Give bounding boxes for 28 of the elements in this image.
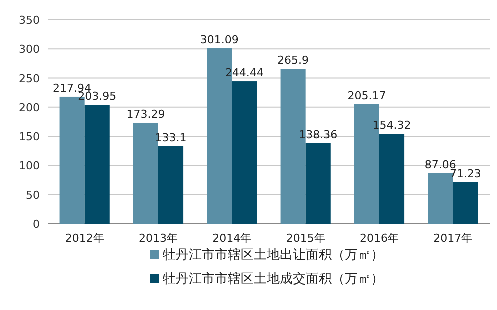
y-tick-label: 350 [19, 14, 40, 27]
bar [380, 134, 405, 224]
y-tick-label: 50 [26, 188, 40, 202]
bar [133, 122, 158, 224]
y-tick-label: 200 [19, 101, 40, 114]
y-tick-label: 150 [19, 130, 40, 144]
x-tick-label: 2017年 [434, 232, 473, 245]
x-tick-label: 2014年 [212, 232, 252, 245]
bar [232, 82, 258, 224]
data-label: 205.17 [348, 89, 386, 102]
y-tick-label: 300 [19, 43, 40, 56]
y-tick-label: 0 [33, 218, 40, 231]
bar [453, 182, 478, 224]
x-tick-label: 2013年 [139, 232, 178, 245]
legend-label: 牡丹江市市辖区土地成交面积（万㎡） [163, 271, 384, 287]
bar [84, 105, 110, 224]
legend-label: 牡丹江市市辖区土地出让面积（万㎡） [163, 248, 384, 263]
x-tick-label: 2016年 [360, 232, 399, 245]
y-tick-label: 100 [19, 160, 40, 173]
bar [306, 143, 331, 224]
y-tick-label: 250 [19, 72, 40, 86]
data-label: 71.23 [450, 167, 482, 180]
bar [158, 146, 184, 224]
data-label: 173.29 [126, 108, 166, 121]
data-label: 265.9 [278, 54, 310, 68]
x-tick-label: 2012年 [65, 232, 104, 245]
data-label: 301.09 [200, 34, 239, 47]
x-tick-label: 2015年 [286, 232, 326, 245]
